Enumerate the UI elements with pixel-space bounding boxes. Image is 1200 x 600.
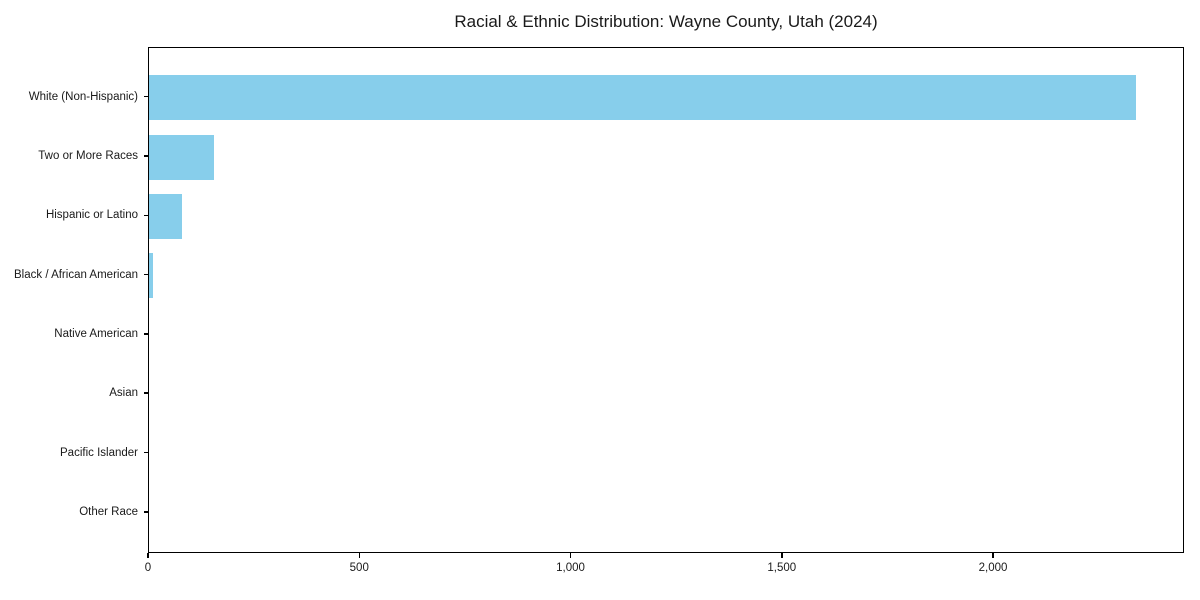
x-tick-mark — [358, 553, 360, 558]
plot-area — [148, 47, 1184, 553]
x-tick-label-500: 500 — [349, 562, 369, 574]
y-tick-label-two-or-more-races: Two or More Races — [38, 150, 138, 162]
y-tick-label-native-american: Native American — [54, 327, 138, 340]
x-tick-mark — [569, 553, 572, 558]
bar-white-non-hispanic — [149, 75, 1136, 121]
bar-black-african-american — [149, 253, 154, 299]
y-tick-mark — [143, 155, 148, 157]
y-tick-mark — [143, 511, 148, 513]
y-tick-label-white-non-hispanic: White (Non-Hispanic) — [28, 90, 138, 103]
y-tick-label-other-race: Other Race — [79, 505, 138, 518]
chart-title: Racial & Ethnic Distribution: Wayne Coun… — [454, 12, 878, 31]
x-tick-mark — [781, 553, 783, 558]
x-tick-label-2000: 2,000 — [978, 562, 1008, 574]
x-tick-mark — [147, 553, 149, 558]
y-tick-label-pacific-islander: Pacific Islander — [60, 446, 138, 459]
y-tick-mark — [143, 214, 148, 217]
y-tick-mark — [143, 333, 148, 335]
y-tick-mark — [143, 392, 148, 394]
bar-two-or-more-races — [149, 134, 214, 180]
y-tick-label-asian: Asian — [109, 387, 138, 400]
y-tick-mark — [143, 95, 148, 98]
y-tick-mark — [143, 273, 148, 276]
y-tick-label-hispanic-or-latino: Hispanic or Latino — [45, 209, 138, 222]
x-tick-label-1000: 1,000 — [556, 562, 585, 574]
x-tick-label-1500: 1,500 — [767, 562, 797, 574]
x-tick-mark — [992, 553, 994, 558]
y-tick-mark — [143, 451, 148, 454]
x-tick-label-0: 0 — [144, 562, 152, 574]
bar-hispanic-or-latino — [149, 193, 183, 239]
y-tick-label-black-african-american: Black / African American — [14, 268, 138, 281]
